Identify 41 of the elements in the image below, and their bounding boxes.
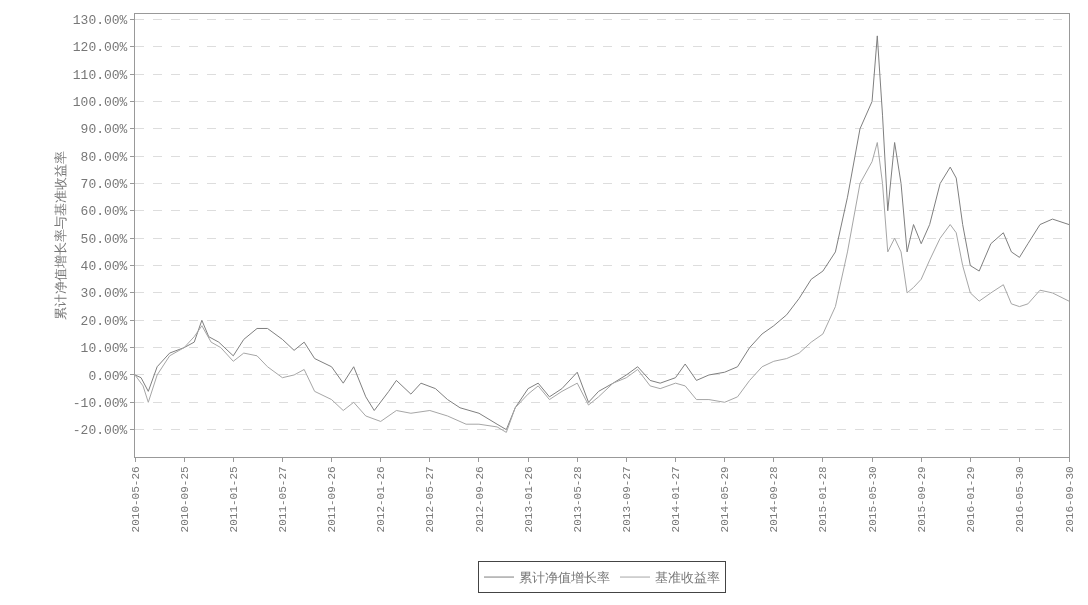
x-tick-label: 2011-01-25 — [227, 466, 240, 533]
y-tick-label: -20.00% — [72, 423, 128, 439]
x-tick-label: 2012-05-27 — [424, 466, 437, 533]
line-series — [135, 35, 1069, 431]
x-tick-label: 2014-05-29 — [719, 466, 732, 533]
x-tick-label: 2016-09-30 — [1063, 466, 1076, 533]
x-tick-label: 2016-01-29 — [964, 466, 977, 533]
y-tick-label: 60.00% — [80, 204, 128, 220]
y-tick-label: 40.00% — [80, 259, 128, 275]
x-tick-label: 2010-09-25 — [178, 466, 191, 533]
x-tick-label: 2012-09-26 — [473, 466, 486, 533]
line-series — [135, 142, 1069, 433]
legend-label: 基准收益率 — [655, 570, 720, 586]
x-tick-label: 2012-01-26 — [375, 466, 388, 533]
y-tick-label: 80.00% — [80, 149, 128, 165]
y-tick-label: 10.00% — [80, 341, 128, 357]
y-tick-label: 110.00% — [72, 67, 128, 83]
x-tick-label: 2016-05-30 — [1014, 466, 1027, 533]
y-tick-label: 30.00% — [80, 286, 128, 302]
x-tick-label: 2015-05-30 — [866, 466, 879, 533]
x-tick-label: 2014-01-27 — [670, 466, 683, 533]
legend-label: 累计净值增长率 — [519, 570, 610, 586]
y-axis-title: 累计净值增长率与基准收益率 — [52, 151, 68, 320]
y-tick-label: 20.00% — [80, 313, 128, 329]
x-tick-label: 2013-05-28 — [571, 466, 584, 533]
x-tick-label: 2013-09-27 — [620, 466, 633, 533]
y-tick-label: 90.00% — [80, 122, 128, 138]
x-tick-label: 2015-01-28 — [817, 466, 830, 533]
y-tick-label: 120.00% — [72, 40, 128, 56]
y-tick-label: 100.00% — [72, 95, 128, 111]
x-tick-label: 2014-09-28 — [768, 466, 781, 533]
y-tick-label: 50.00% — [80, 231, 128, 247]
x-tick-label: 2011-09-26 — [326, 466, 339, 533]
x-tick-label: 2010-05-26 — [129, 466, 142, 533]
x-tick-label: 2015-09-29 — [915, 466, 928, 533]
x-tick-label: 2011-05-27 — [276, 466, 289, 533]
x-tick-label: 2013-01-26 — [522, 466, 535, 533]
y-tick-label: 0.00% — [88, 368, 128, 384]
y-tick-label: 130.00% — [72, 13, 128, 29]
y-tick-label: -10.00% — [72, 395, 128, 411]
y-tick-label: 70.00% — [80, 177, 128, 193]
